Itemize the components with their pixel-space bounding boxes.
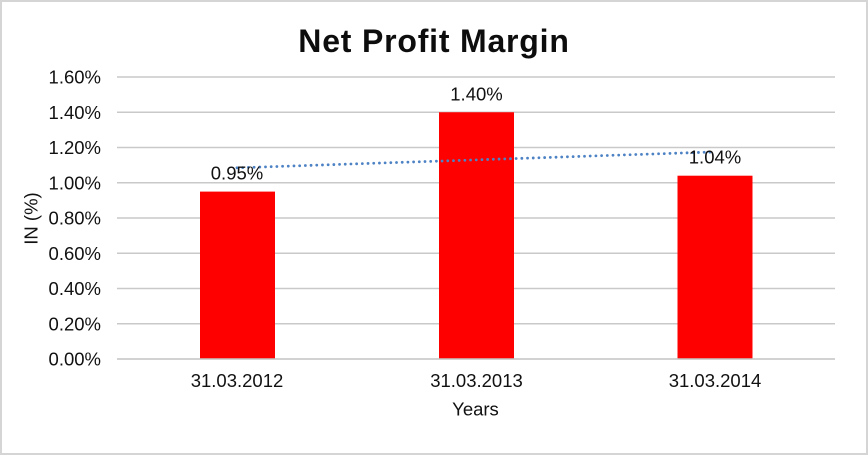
svg-text:0.00%: 0.00% [49,349,101,370]
svg-text:31.03.2013: 31.03.2013 [430,370,523,391]
svg-text:1.60%: 1.60% [49,67,101,88]
svg-text:Net Profit Margin: Net Profit Margin [298,23,569,59]
svg-text:IN (%): IN (%) [21,192,42,244]
svg-text:0.95%: 0.95% [211,163,263,184]
svg-text:1.40%: 1.40% [450,83,502,104]
svg-text:0.60%: 0.60% [49,243,101,264]
svg-text:1.04%: 1.04% [689,146,741,167]
svg-text:1.20%: 1.20% [49,137,101,158]
svg-text:31.03.2012: 31.03.2012 [191,370,284,391]
svg-text:0.80%: 0.80% [49,208,101,229]
svg-text:0.20%: 0.20% [49,313,101,334]
svg-text:31.03.2014: 31.03.2014 [669,370,762,391]
svg-text:Years: Years [452,399,499,420]
svg-text:1.00%: 1.00% [49,172,101,193]
svg-text:1.40%: 1.40% [49,102,101,123]
svg-text:0.40%: 0.40% [49,278,101,299]
